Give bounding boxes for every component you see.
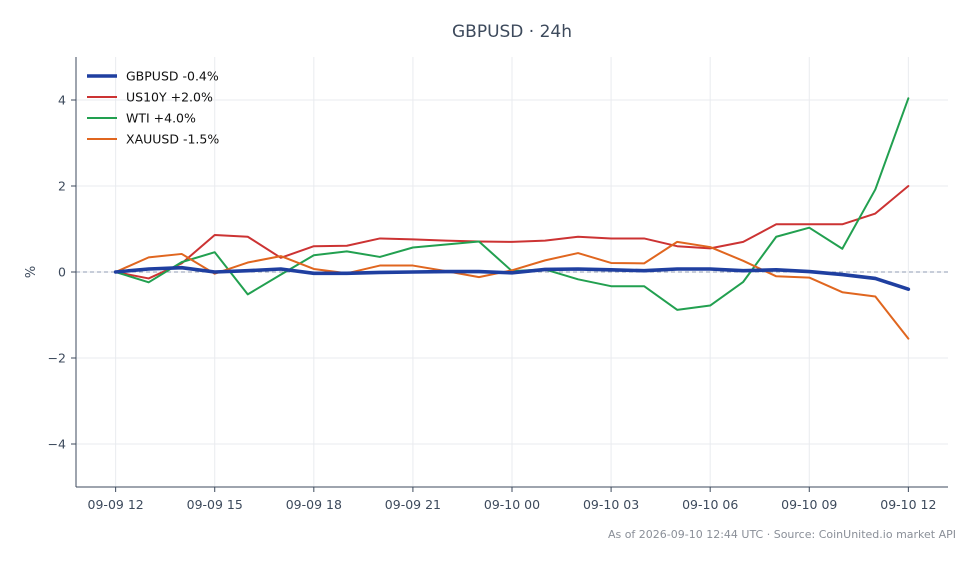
x-tick-label: 09-10 09	[781, 497, 837, 512]
x-tick-label: 09-10 00	[484, 497, 540, 512]
series-line-3	[114, 240, 910, 340]
x-ticks: 09-09 12 09-09 15 09-09 18 09-09 21 09-10 00…	[88, 487, 936, 512]
y-axis-label: %	[24, 266, 39, 278]
x-tick-label: 09-09 15	[187, 497, 243, 512]
legend-label-3: XAUUSD -1.5%	[126, 132, 219, 147]
y-tick-label: 4	[58, 93, 66, 108]
y-tick-label: −2	[48, 351, 66, 366]
footer-source: As of 2026-09-10 12:44 UTC · Source: Coi…	[608, 528, 956, 541]
legend-label-0: GBPUSD -0.4%	[126, 69, 219, 84]
x-tick-label: 09-09 12	[88, 497, 144, 512]
y-tick-label: 2	[58, 179, 66, 194]
y-tick-label: −4	[48, 437, 66, 452]
legend-label-2: WTI +4.0%	[126, 111, 196, 126]
y-tick-label: 0	[58, 265, 66, 280]
legend-label-1: US10Y +2.0%	[126, 90, 213, 105]
x-tick-label: 09-10 03	[583, 497, 639, 512]
series-line-1	[114, 185, 910, 280]
legend: GBPUSD -0.4% US10Y +2.0% WTI +4.0% XAUUSD -…	[87, 69, 219, 147]
series-layer	[113, 97, 911, 340]
x-tick-label: 09-09 18	[286, 497, 342, 512]
chart-title: GBPUSD · 24h	[452, 22, 572, 42]
y-ticks: −4 −2 0 2 4	[48, 93, 76, 452]
x-tick-label: 09-09 21	[385, 497, 441, 512]
x-tick-label: 09-10 12	[880, 497, 936, 512]
x-tick-label: 09-10 06	[682, 497, 738, 512]
series-line-0	[113, 265, 911, 291]
